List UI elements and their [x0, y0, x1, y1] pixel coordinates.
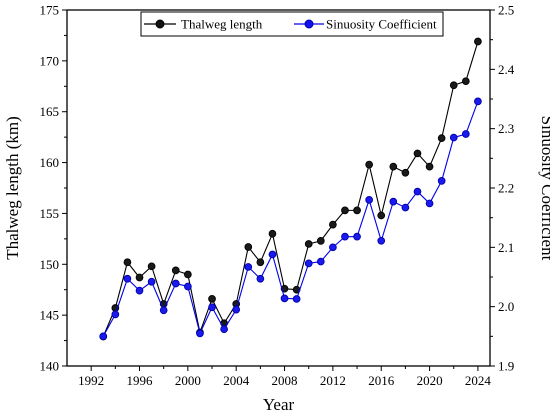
data-point	[268, 250, 277, 259]
data-point	[304, 259, 313, 268]
x-axis-title: Year	[263, 395, 295, 414]
y-right-tick-label: 2.2	[498, 181, 514, 196]
x-tick-label: 2024	[465, 373, 492, 388]
y-axis-right-title: Sinuosity Coefficient	[538, 116, 550, 261]
data-point	[413, 187, 422, 196]
x-tick-label: 2008	[272, 373, 298, 388]
data-point	[353, 206, 361, 215]
data-point	[329, 243, 337, 252]
data-point	[171, 279, 180, 288]
y-left-tick-label: 140	[40, 359, 60, 374]
data-point	[401, 203, 410, 212]
legend-label-thalweg: Thalweg length	[181, 17, 263, 32]
series-thalweg-length	[99, 37, 482, 341]
y-left-tick-label: 165	[40, 104, 60, 119]
data-point	[304, 240, 313, 248]
legend-box	[140, 11, 444, 37]
y-left-tick-label: 145	[40, 308, 60, 323]
data-point	[401, 168, 410, 177]
x-tick-label: 1996	[127, 373, 154, 388]
data-point	[377, 236, 386, 245]
x-tick-label: 2016	[368, 373, 395, 388]
legend-marker-sinuosity	[304, 19, 314, 29]
y-axis-left-title: Thalweg length (km)	[3, 116, 22, 260]
data-point	[461, 130, 470, 138]
data-point	[389, 162, 398, 171]
data-point	[377, 211, 386, 220]
legend: Thalweg length Sinuosity Coefficient	[140, 11, 444, 37]
data-point	[123, 258, 132, 267]
data-point	[365, 196, 373, 204]
data-point	[449, 81, 458, 90]
y-right-tick-label: 2.4	[498, 62, 515, 77]
y-right-tick-label: 2.1	[498, 240, 514, 255]
data-point	[135, 273, 144, 282]
x-tick-label: 2000	[175, 373, 201, 388]
data-point	[220, 325, 228, 334]
data-point	[147, 277, 156, 286]
y-left-tick-label: 170	[40, 53, 60, 68]
series-sinuosity-coefficient	[99, 97, 482, 341]
data-point	[171, 266, 180, 275]
y-left-tick-label: 150	[40, 257, 60, 272]
series-line	[102, 101, 479, 337]
legend-label-sinuosity: Sinuosity Coefficient	[326, 17, 437, 32]
data-point	[256, 274, 265, 283]
data-point	[280, 294, 289, 303]
data-point	[341, 232, 349, 241]
data-point	[159, 306, 168, 315]
data-point	[425, 162, 434, 171]
data-point	[461, 77, 470, 86]
data-point	[316, 237, 325, 245]
y-left-tick-label: 160	[40, 155, 60, 170]
data-point	[365, 160, 373, 169]
y-right-tick-label: 2.5	[498, 3, 514, 18]
y-left-tick-label: 155	[40, 206, 60, 221]
x-tick-label: 2012	[320, 373, 346, 388]
data-point	[292, 295, 301, 303]
data-point	[184, 282, 192, 291]
data-point	[341, 206, 349, 215]
data-point	[232, 305, 241, 314]
data-point	[111, 310, 120, 319]
y-right-tick-label: 2.0	[498, 299, 514, 314]
y-right-tick-label: 1.9	[498, 359, 514, 374]
y-left-tick-label: 175	[40, 3, 60, 18]
data-point	[474, 37, 482, 46]
data-point	[208, 295, 216, 303]
data-point	[208, 303, 216, 312]
series-line	[102, 41, 479, 337]
data-point	[353, 232, 361, 241]
legend-marker-thalweg	[155, 19, 165, 29]
data-point	[147, 262, 156, 271]
data-point	[413, 149, 422, 158]
data-point	[135, 286, 144, 295]
data-point	[437, 134, 446, 143]
data-point	[425, 199, 434, 208]
data-point	[329, 220, 337, 229]
data-point	[437, 177, 446, 185]
x-tick-label: 1992	[78, 373, 104, 388]
data-point	[389, 197, 398, 206]
y-right-tick-label: 2.3	[498, 121, 514, 136]
plot-frame	[66, 9, 491, 367]
data-point	[123, 274, 132, 283]
data-point	[99, 332, 108, 341]
data-point	[316, 257, 325, 266]
data-point	[244, 263, 253, 271]
data-point	[184, 270, 192, 279]
x-tick-label: 2004	[223, 373, 250, 388]
data-point	[449, 133, 458, 142]
data-point	[196, 329, 204, 338]
x-tick-label: 2020	[417, 373, 443, 388]
data-point	[474, 97, 482, 106]
data-point	[268, 229, 277, 238]
data-point	[256, 258, 265, 267]
data-point	[244, 243, 253, 251]
